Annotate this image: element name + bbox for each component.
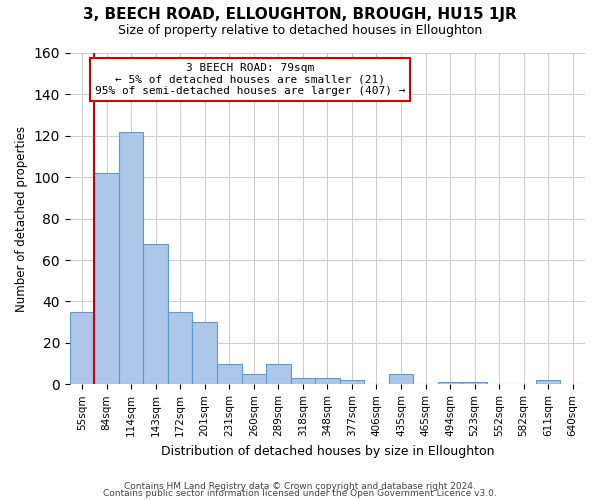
Bar bbox=[315, 378, 340, 384]
Bar bbox=[340, 380, 364, 384]
X-axis label: Distribution of detached houses by size in Elloughton: Distribution of detached houses by size … bbox=[161, 444, 494, 458]
Text: 3, BEECH ROAD, ELLOUGHTON, BROUGH, HU15 1JR: 3, BEECH ROAD, ELLOUGHTON, BROUGH, HU15 … bbox=[83, 8, 517, 22]
Text: 3 BEECH ROAD: 79sqm
← 5% of detached houses are smaller (21)
95% of semi-detache: 3 BEECH ROAD: 79sqm ← 5% of detached hou… bbox=[95, 63, 406, 96]
Text: Size of property relative to detached houses in Elloughton: Size of property relative to detached ho… bbox=[118, 24, 482, 37]
Text: Contains public sector information licensed under the Open Government Licence v3: Contains public sector information licen… bbox=[103, 490, 497, 498]
Bar bbox=[290, 378, 315, 384]
Text: Contains HM Land Registry data © Crown copyright and database right 2024.: Contains HM Land Registry data © Crown c… bbox=[124, 482, 476, 491]
Bar bbox=[193, 322, 217, 384]
Bar bbox=[242, 374, 266, 384]
Bar bbox=[168, 312, 193, 384]
Bar bbox=[119, 132, 143, 384]
Y-axis label: Number of detached properties: Number of detached properties bbox=[15, 126, 28, 312]
Bar bbox=[217, 364, 242, 384]
Bar bbox=[536, 380, 560, 384]
Bar bbox=[266, 364, 290, 384]
Bar bbox=[463, 382, 487, 384]
Bar bbox=[70, 312, 94, 384]
Bar bbox=[438, 382, 463, 384]
Bar bbox=[143, 244, 168, 384]
Bar bbox=[389, 374, 413, 384]
Bar bbox=[94, 173, 119, 384]
